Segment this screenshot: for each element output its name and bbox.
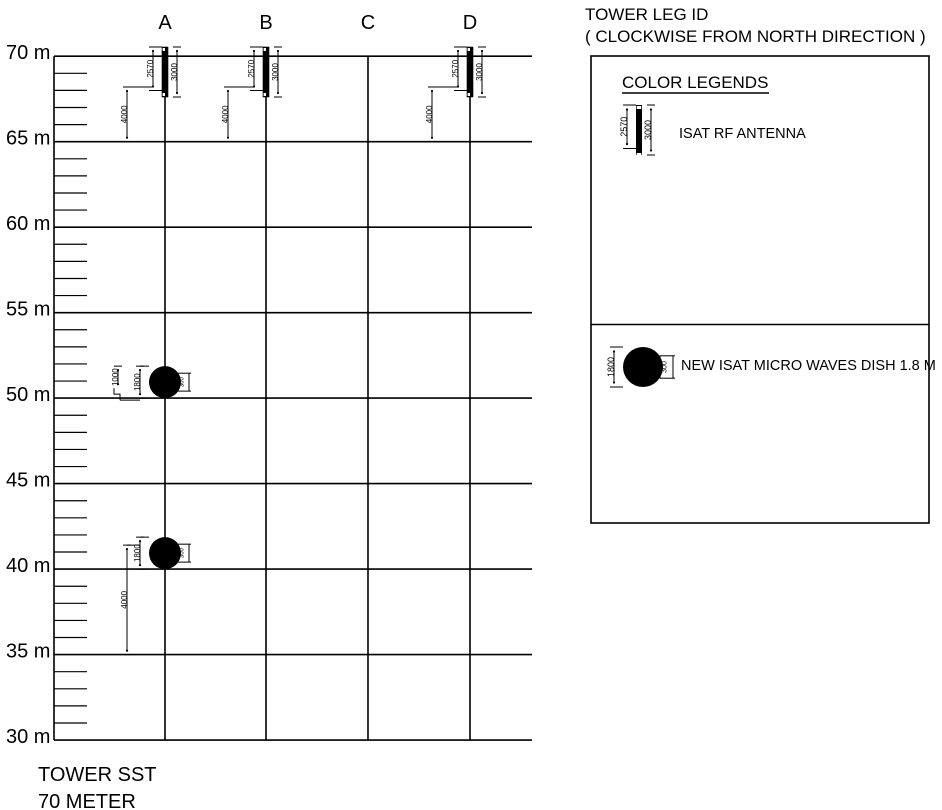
svg-text:1800: 1800 xyxy=(133,544,142,562)
svg-text:4000: 4000 xyxy=(120,590,129,608)
svg-text:300: 300 xyxy=(662,361,669,373)
svg-text:4000: 4000 xyxy=(221,105,230,123)
svg-text:60 m: 60 m xyxy=(6,213,50,235)
svg-text:A: A xyxy=(158,12,172,34)
svg-text:55 m: 55 m xyxy=(6,299,50,321)
svg-text:TOWER LEG ID: TOWER LEG ID xyxy=(585,5,708,24)
svg-text:2570: 2570 xyxy=(619,117,629,137)
svg-text:40 m: 40 m xyxy=(6,555,50,577)
svg-text:35 m: 35 m xyxy=(6,641,50,663)
svg-text:NEW ISAT MICRO WAVES DISH 1.8: NEW ISAT MICRO WAVES DISH 1.8 M xyxy=(681,358,936,374)
svg-text:300: 300 xyxy=(180,547,186,558)
svg-text:1800: 1800 xyxy=(133,373,142,391)
svg-text:1000: 1000 xyxy=(111,368,120,386)
svg-text:3000: 3000 xyxy=(271,63,280,81)
svg-text:ISAT RF ANTENNA: ISAT RF ANTENNA xyxy=(679,126,806,142)
svg-text:3000: 3000 xyxy=(475,63,484,81)
svg-text:COLOR LEGENDS: COLOR LEGENDS xyxy=(622,73,768,92)
svg-text:300: 300 xyxy=(180,376,186,387)
svg-text:( CLOCKWISE FROM NORTH DIRECT: ( CLOCKWISE FROM NORTH DIRECTION ) xyxy=(585,27,926,46)
svg-text:C: C xyxy=(361,12,375,34)
svg-text:50 m: 50 m xyxy=(6,384,50,406)
svg-text:3000: 3000 xyxy=(170,63,179,81)
svg-text:2570: 2570 xyxy=(451,59,460,77)
svg-text:70 m: 70 m xyxy=(6,42,50,64)
svg-text:TOWER SST: TOWER SST xyxy=(38,764,157,786)
svg-text:B: B xyxy=(259,12,272,34)
svg-text:D: D xyxy=(463,12,477,34)
svg-text:65 m: 65 m xyxy=(6,128,50,150)
svg-text:4000: 4000 xyxy=(120,105,129,123)
svg-text:30 m: 30 m xyxy=(6,726,50,748)
svg-text:4000: 4000 xyxy=(425,105,434,123)
svg-text:3000: 3000 xyxy=(643,120,653,140)
svg-text:2570: 2570 xyxy=(247,59,256,77)
svg-text:2570: 2570 xyxy=(146,59,155,77)
svg-text:70 METER: 70 METER xyxy=(38,791,136,810)
svg-text:45 m: 45 m xyxy=(6,470,50,492)
svg-text:1800: 1800 xyxy=(606,357,616,377)
